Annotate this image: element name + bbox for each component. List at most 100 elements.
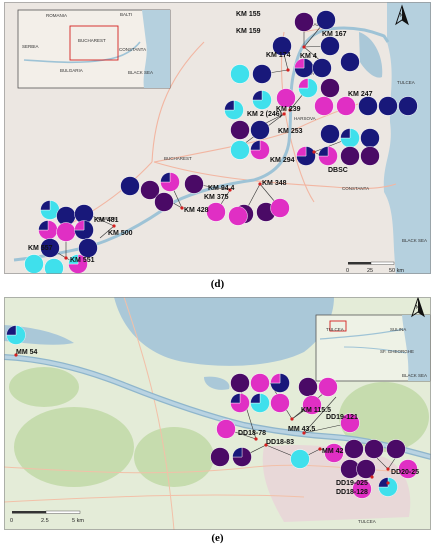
city-label-7: BLACK SEA bbox=[402, 238, 427, 243]
pie-chart bbox=[252, 90, 272, 110]
pie-slice bbox=[224, 100, 235, 111]
pie-chart bbox=[6, 325, 26, 345]
pie-chart bbox=[302, 395, 322, 415]
scale-label-e-0: 0 bbox=[10, 518, 13, 524]
pie-slice bbox=[154, 192, 174, 212]
scale-label-1: 25 bbox=[367, 268, 373, 274]
pie-slice bbox=[298, 78, 309, 89]
pie-slice bbox=[294, 58, 305, 69]
inset-label-1: BALTI bbox=[120, 12, 132, 17]
pie-slice bbox=[216, 419, 236, 439]
inset-label-e-1: SULINA bbox=[390, 327, 406, 332]
pie-chart bbox=[336, 96, 356, 116]
pie-slice bbox=[250, 120, 270, 140]
scale-label-e-1: 2.5 bbox=[41, 518, 49, 524]
pie-slice bbox=[38, 220, 49, 231]
pie-slice bbox=[24, 254, 44, 274]
pie-slice bbox=[44, 258, 64, 274]
pie-chart bbox=[40, 238, 60, 258]
site-label-mm43-5: MM 43.5 bbox=[288, 426, 315, 433]
pie-chart bbox=[316, 10, 336, 30]
pie-chart bbox=[270, 393, 290, 413]
pie-slice bbox=[232, 447, 243, 458]
pie-chart bbox=[154, 192, 174, 212]
scale-label-e-2: 5 km bbox=[72, 518, 84, 524]
north-label-e: N bbox=[416, 305, 420, 311]
pie-chart bbox=[344, 439, 364, 459]
caption-d: (d) bbox=[210, 278, 225, 290]
pie-slice bbox=[290, 449, 310, 469]
pie-chart bbox=[340, 128, 360, 148]
pie-slice bbox=[120, 176, 140, 196]
pie-chart bbox=[74, 220, 94, 240]
pie-slice bbox=[228, 206, 248, 226]
lake-north bbox=[114, 297, 334, 366]
pie-chart bbox=[294, 12, 314, 32]
site-label-km159: KM 159 bbox=[236, 28, 261, 35]
pie-chart bbox=[184, 174, 204, 194]
city-label-3: HARSOVA bbox=[294, 116, 316, 121]
site-label-km94-4: KM 94.4 bbox=[208, 185, 235, 192]
pie-slice bbox=[210, 447, 230, 467]
site-label-dd19-121: DD19-121 bbox=[326, 414, 358, 421]
pie-chart bbox=[294, 58, 314, 78]
pie-slice bbox=[360, 146, 380, 166]
pie-chart bbox=[358, 96, 378, 116]
site-labels-d: KM 155 KM 159 KM 167 KM 174 KM 4 KM 247 … bbox=[28, 11, 373, 264]
pie-slice bbox=[358, 96, 378, 116]
site-label-km375: KM 375 bbox=[204, 194, 229, 201]
inset-map-d: ROMANIA BALTI SERBIA BUCHAREST CONSTANTA… bbox=[17, 9, 171, 89]
site-label-km294: KM 294 bbox=[270, 157, 295, 164]
forest-patches bbox=[9, 367, 429, 487]
pie-slice bbox=[40, 200, 51, 211]
pie-chart bbox=[230, 64, 250, 84]
pie-chart bbox=[298, 78, 318, 98]
pie-chart bbox=[378, 96, 398, 116]
pie-chart bbox=[314, 96, 334, 116]
pie-chart bbox=[230, 140, 250, 160]
site-label-km115-5: KM 115.5 bbox=[301, 407, 331, 414]
pie-chart bbox=[250, 393, 270, 413]
site-label-dbsc: DBSC bbox=[328, 167, 348, 174]
pie-chart bbox=[340, 52, 360, 72]
pie-slice bbox=[56, 222, 76, 242]
scale-label-0: 0 bbox=[346, 268, 349, 274]
pie-chart bbox=[272, 36, 292, 56]
pie-chart bbox=[270, 373, 290, 393]
pie-slice bbox=[184, 174, 204, 194]
pie-slice bbox=[316, 10, 336, 30]
pie-chart bbox=[398, 96, 418, 116]
north-arrow-d-icon: N bbox=[395, 4, 409, 26]
pie-chart bbox=[386, 439, 406, 459]
site-label-km348: KM 348 bbox=[262, 180, 287, 187]
pie-slice bbox=[206, 202, 226, 222]
pie-chart bbox=[206, 202, 226, 222]
inset-label-e-3: BLACK SEA bbox=[402, 373, 427, 378]
site-label-km247: KM 247 bbox=[348, 91, 373, 98]
pie-slice bbox=[398, 96, 418, 116]
pie-chart bbox=[270, 198, 290, 218]
inset-label-6: BLACK SEA bbox=[128, 70, 153, 75]
city-label-e-0: TULCEA bbox=[358, 519, 376, 524]
site-label-dd18-128: DD18-128 bbox=[336, 489, 368, 496]
pie-slice bbox=[270, 393, 290, 413]
pie-chart bbox=[224, 100, 244, 120]
pie-slice bbox=[336, 96, 356, 116]
site-label-dd19-025: DD19-025 bbox=[336, 480, 368, 487]
inset-label-e-2: SF. GHEORGHE bbox=[380, 349, 414, 354]
inset-label-4: CONSTANTA bbox=[119, 47, 146, 52]
site-label-dd18-83: DD18-83 bbox=[266, 439, 294, 446]
pie-slice bbox=[270, 373, 281, 384]
pie-slice bbox=[340, 52, 360, 72]
map-e-svg: TULCEA SULINA SF. GHEORGHE BLACK SEA TUL… bbox=[4, 297, 431, 530]
pie-slice bbox=[230, 120, 250, 140]
pie-chart bbox=[320, 124, 340, 144]
inset-label-e-0: TULCEA bbox=[326, 327, 344, 332]
inset-label-0: ROMANIA bbox=[46, 13, 67, 18]
pie-slice bbox=[74, 220, 85, 231]
pie-chart bbox=[140, 180, 160, 200]
pie-chart bbox=[216, 419, 236, 439]
pie-slice bbox=[252, 64, 272, 84]
pie-slice bbox=[344, 439, 364, 459]
pie-slice bbox=[314, 96, 334, 116]
